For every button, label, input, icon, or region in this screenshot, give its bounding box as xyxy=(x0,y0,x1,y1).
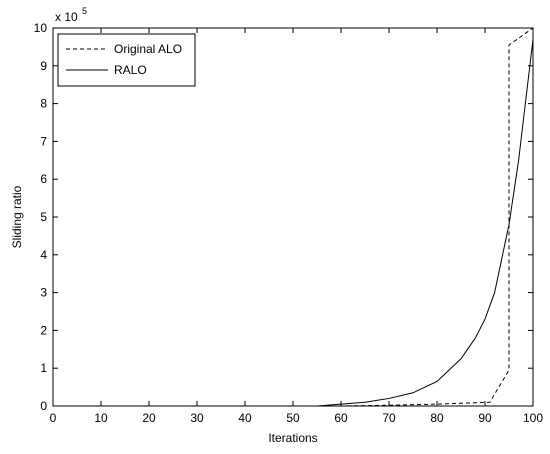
y-tick-label: 6 xyxy=(40,172,47,186)
y-axis-label: Sliding ratio xyxy=(10,185,24,248)
series-line xyxy=(53,27,534,407)
x-tick-label: 70 xyxy=(382,411,396,425)
x-tick-label: 50 xyxy=(286,411,300,425)
x-tick-label: 60 xyxy=(334,411,348,425)
series-line xyxy=(53,39,534,407)
x-tick-label: 0 xyxy=(50,411,57,425)
y-multiplier-exponent: 5 xyxy=(82,6,87,16)
x-tick-label: 10 xyxy=(94,411,108,425)
x-tick-label: 90 xyxy=(478,411,492,425)
y-tick-label: 4 xyxy=(40,248,47,262)
y-tick-label: 5 xyxy=(40,210,47,224)
x-tick-label: 20 xyxy=(142,411,156,425)
y-tick-label: 7 xyxy=(40,134,47,148)
legend-box xyxy=(57,33,196,87)
x-axis-label: Iterations xyxy=(268,431,317,445)
y-tick-label: 3 xyxy=(40,286,47,300)
legend-label: Original ALO xyxy=(114,42,182,56)
y-tick-label: 1 xyxy=(40,361,47,375)
y-tick-label: 9 xyxy=(40,59,47,73)
y-tick-label: 10 xyxy=(34,21,48,35)
x-tick-label: 100 xyxy=(523,411,543,425)
x-tick-label: 80 xyxy=(430,411,444,425)
plot-area xyxy=(52,27,534,407)
y-tick-label: 8 xyxy=(40,97,47,111)
y-tick-label: 0 xyxy=(40,399,47,413)
legend-label: RALO xyxy=(114,63,147,77)
x-tick-label: 40 xyxy=(238,411,252,425)
x-tick-label: 30 xyxy=(190,411,204,425)
y-tick-label: 2 xyxy=(40,323,47,337)
y-multiplier: x 10 xyxy=(55,10,78,24)
